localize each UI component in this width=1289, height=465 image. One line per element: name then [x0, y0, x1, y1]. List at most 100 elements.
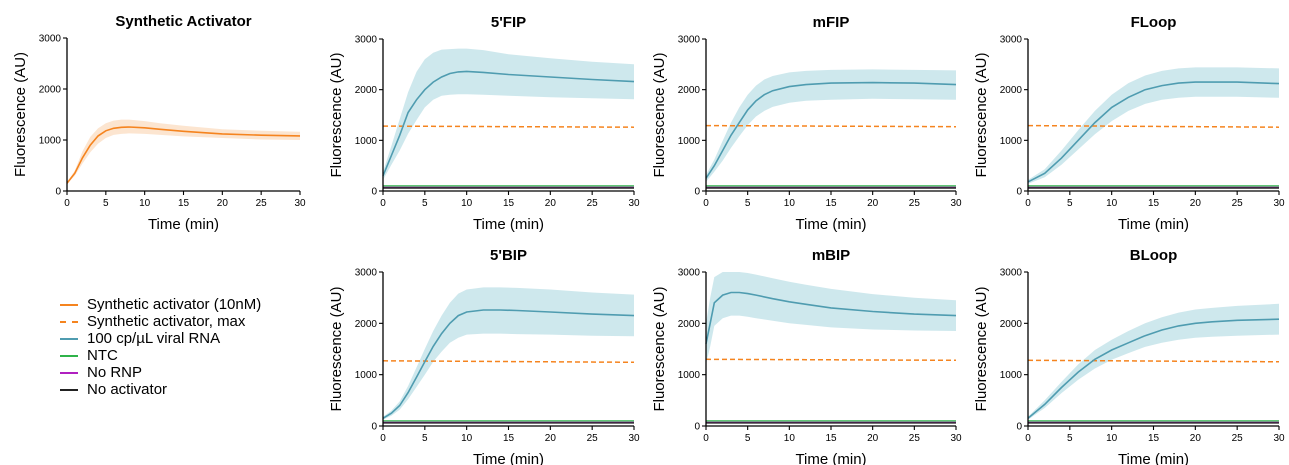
x-tick-label: 10 [139, 198, 151, 209]
y-axis-label: Fluorescence (AU) [328, 52, 345, 177]
x-axis-label: Time (min) [795, 216, 866, 233]
confidence-band [1028, 67, 1279, 184]
confidence-band [383, 287, 634, 420]
y-tick-label: 2000 [39, 85, 62, 96]
confidence-band [1028, 303, 1279, 420]
x-tick-label: 30 [1273, 433, 1285, 444]
confidence-band [706, 69, 956, 182]
y-tick-label: 3000 [678, 35, 701, 46]
x-tick-label: 5 [745, 433, 751, 444]
x-tick-label: 5 [745, 198, 751, 209]
y-tick-label: 3000 [39, 34, 62, 45]
x-tick-label: 5 [1067, 198, 1073, 209]
x-tick-label: 25 [909, 198, 921, 209]
y-tick-label: 1000 [678, 136, 701, 147]
legend-item-synthetic-activator: Synthetic activator (10nM) [60, 296, 261, 313]
chart-title: mFIP [813, 14, 850, 31]
series-line [66, 126, 301, 184]
x-tick-label: 0 [380, 198, 386, 209]
x-tick-label: 25 [587, 198, 599, 209]
x-tick-label: 0 [703, 198, 709, 209]
x-axis-label: Time (min) [795, 451, 866, 465]
x-tick-label: 25 [1232, 433, 1244, 444]
y-tick-label: 0 [1016, 187, 1022, 198]
x-tick-label: 25 [909, 433, 921, 444]
chart-panel-synthetic-activator: 0 5 10 15 20 25 30 0 1000 2000 3000 Synthetic Activ… [12, 13, 306, 233]
y-tick-label: 3000 [355, 268, 378, 279]
x-tick-label: 15 [825, 198, 837, 209]
x-axis-label: Time (min) [1118, 451, 1189, 465]
x-tick-label: 15 [178, 198, 190, 209]
chart-title: BLoop [1130, 247, 1177, 264]
x-tick-label: 0 [1025, 198, 1031, 209]
x-tick-label: 20 [1190, 433, 1202, 444]
series-line [705, 81, 957, 179]
x-tick-label: 10 [784, 198, 796, 209]
y-tick-label: 2000 [1000, 85, 1023, 96]
x-tick-label: 25 [587, 433, 599, 444]
y-tick-label: 2000 [678, 85, 701, 96]
y-tick-label: 0 [371, 422, 377, 433]
y-axis-label: Fluorescence (AU) [328, 286, 345, 411]
x-tick-label: 30 [628, 433, 640, 444]
x-axis-label: Time (min) [1118, 216, 1189, 233]
chart-title: FLoop [1131, 14, 1177, 31]
x-tick-label: 5 [422, 433, 428, 444]
legend-swatch [60, 303, 78, 306]
y-axis-label: Fluorescence (AU) [12, 52, 29, 177]
series-line [705, 358, 957, 362]
x-tick-label: 10 [461, 198, 473, 209]
x-axis-label: Time (min) [473, 451, 544, 465]
x-tick-label: 15 [503, 433, 515, 444]
y-tick-label: 0 [694, 187, 700, 198]
x-tick-label: 25 [256, 198, 268, 209]
x-tick-label: 20 [867, 433, 879, 444]
legend-item-ntc: NTC [60, 347, 261, 364]
x-tick-label: 15 [825, 433, 837, 444]
x-tick-label: 20 [1190, 198, 1202, 209]
chart-panel-5bip: 0 5 10 15 20 25 30 0 1000 2000 3000 5'BIP Time (min)… [328, 247, 640, 465]
y-axis-label: Fluorescence (AU) [651, 52, 668, 177]
y-tick-label: 1000 [355, 136, 378, 147]
confidence-band [706, 272, 956, 365]
y-tick-label: 3000 [678, 268, 701, 279]
x-tick-label: 20 [217, 198, 229, 209]
x-tick-label: 15 [1148, 433, 1160, 444]
x-tick-label: 30 [1273, 198, 1285, 209]
chart-title: 5'FIP [491, 14, 526, 31]
legend-label: 100 cp/µL viral RNA [87, 330, 221, 347]
legend-item-synthetic-activator-max: Synthetic activator, max [60, 313, 261, 330]
x-tick-label: 15 [1148, 198, 1160, 209]
chart-title: mBIP [812, 247, 850, 264]
x-tick-label: 0 [703, 433, 709, 444]
y-tick-label: 2000 [678, 319, 701, 330]
x-tick-label: 20 [867, 198, 879, 209]
y-tick-label: 3000 [355, 35, 378, 46]
legend-swatch [60, 388, 78, 391]
series-line [1027, 318, 1280, 419]
x-tick-label: 5 [1067, 433, 1073, 444]
y-tick-label: 1000 [1000, 136, 1023, 147]
y-tick-label: 2000 [355, 319, 378, 330]
legend-swatch [60, 337, 78, 340]
y-tick-label: 2000 [1000, 319, 1023, 330]
legend-item-no-rnp: No RNP [60, 364, 261, 381]
y-tick-label: 0 [55, 187, 61, 198]
y-axis-label: Fluorescence (AU) [651, 286, 668, 411]
x-tick-label: 30 [950, 433, 962, 444]
chart-panel-5fip: 0 5 10 15 20 25 30 0 1000 2000 3000 5'FIP Time (min)… [328, 14, 640, 233]
legend-label: No RNP [87, 364, 143, 381]
legend-swatch [60, 354, 78, 357]
y-axis-label: Fluorescence (AU) [973, 52, 990, 177]
chart-title: 5'BIP [490, 247, 527, 264]
series-line [382, 70, 635, 177]
x-tick-label: 10 [784, 433, 796, 444]
x-tick-label: 15 [503, 198, 515, 209]
confidence-band [383, 48, 634, 180]
legend-item-viral-rna: 100 cp/µL viral RNA [60, 330, 261, 347]
y-tick-label: 0 [694, 422, 700, 433]
chart-panel-mbip: 0 5 10 15 20 25 30 0 1000 2000 3000 mBIP Time (min) F… [651, 247, 962, 465]
x-axis-label: Time (min) [148, 216, 219, 233]
x-tick-label: 5 [103, 198, 109, 209]
x-tick-label: 10 [461, 433, 473, 444]
